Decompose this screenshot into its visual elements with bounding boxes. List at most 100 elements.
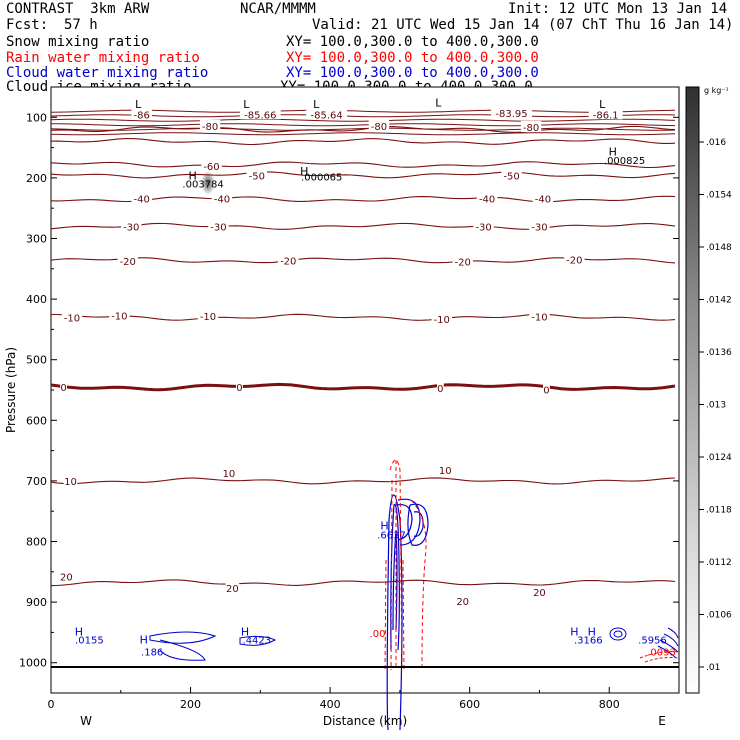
low-marker: L [599, 98, 606, 111]
extremum-value: .4423 [243, 635, 272, 646]
contour-label-bg [246, 169, 268, 181]
colorbar [685, 86, 700, 694]
rain-contour [389, 459, 403, 671]
high-marker: H [300, 165, 308, 178]
high-marker: H [570, 625, 578, 638]
contour-label-bg [60, 380, 67, 392]
contour-label-bg [564, 253, 585, 265]
contour-label: -30 [123, 222, 139, 233]
contour-label-bg [529, 220, 550, 232]
upper-isotherm [50, 127, 676, 131]
contour-label-bg [532, 585, 547, 597]
contour-label-bg [222, 467, 236, 479]
y-tick-label: 700 [26, 475, 47, 488]
contour-label: -30 [210, 222, 226, 233]
contour-label: 20 [533, 588, 546, 599]
cloud-ice-blob [201, 171, 215, 195]
y-tick-label: 1000 [19, 657, 47, 670]
contour-label-bg [201, 159, 222, 171]
contour-label: -80 [523, 123, 539, 134]
model-title: CONTRAST 3km ARW [6, 1, 150, 17]
rain-contour [384, 559, 405, 671]
contour-label-bg [199, 119, 221, 131]
contour-label: -30 [531, 222, 547, 233]
contour-label-bg [438, 463, 453, 475]
contour-label: 10 [223, 469, 236, 480]
east-label: E [658, 714, 666, 728]
upper-isotherm [50, 114, 676, 118]
extremum-value: .00 [370, 629, 386, 640]
contour-label: 10 [439, 466, 452, 477]
isotherm--30 [50, 222, 676, 230]
contour-label-bg [491, 107, 532, 119]
contour-label-bg [520, 120, 542, 132]
high-marker: H [189, 170, 197, 183]
contour-label-bg [473, 220, 494, 232]
x-tick-label: 0 [48, 698, 55, 711]
colorbar-tick-label: .01 [706, 663, 720, 673]
contour-label: -20 [280, 256, 296, 267]
contour-label: -83.95 [495, 109, 527, 120]
contour-label: -85.64 [310, 110, 342, 121]
contour-label: 10 [64, 477, 77, 488]
contour-label-bg [131, 192, 152, 204]
high-marker: H [140, 633, 148, 646]
colorbar-tick-label: .013 [706, 401, 726, 411]
high-marker: H [75, 625, 83, 638]
contour-label: -10 [111, 311, 127, 322]
contour-label: -40 [535, 195, 551, 206]
contour-label: -40 [134, 195, 150, 206]
colorbar-tick-label: .0148 [706, 243, 732, 253]
contour-label-bg [476, 192, 498, 204]
contour-label-bg [455, 594, 470, 606]
convective-core [384, 459, 429, 731]
isotherm--80 [50, 125, 676, 133]
contour-label: -10 [434, 315, 450, 326]
field-xy-cloud-water: XY= 100.0,300.0 to 400.0,300.0 [286, 65, 539, 81]
x-tick-label: 600 [459, 698, 480, 711]
extremum-value: .000825 [604, 156, 645, 167]
y-tick-label: 800 [26, 536, 47, 549]
contour-label-bg [211, 192, 233, 204]
contour-label-bg [368, 119, 390, 131]
contour-label: -60 [203, 162, 219, 173]
y-tick-label: 100 [26, 111, 47, 124]
contour-label-bg [532, 192, 554, 204]
contour-label-bg [236, 380, 243, 392]
low-rain-patches [639, 651, 679, 663]
x-tick-label: 200 [180, 698, 201, 711]
contour-label-bg [197, 310, 219, 322]
extremum-value: .5956 [638, 635, 667, 646]
cloud-water-contour [395, 503, 413, 541]
contour-label-bg [121, 220, 142, 232]
isotherm-0 [50, 382, 676, 392]
contour-label-bg [225, 582, 240, 594]
west-label: W [80, 714, 92, 728]
contour-label-bg [436, 382, 444, 394]
extremum-value: .3166 [574, 635, 603, 646]
contour-label-bg [59, 570, 74, 582]
contour-label: 0 [236, 383, 242, 394]
field-name-snow: Snow mixing ratio [6, 34, 150, 50]
contour-label-bg [109, 309, 130, 321]
cloud-water-contour [390, 504, 400, 651]
contour-label: -86.1 [593, 110, 619, 121]
colorbar-unit: g kg⁻¹ [704, 86, 729, 95]
upper-isotherm [50, 118, 676, 122]
low-marker: L [135, 98, 142, 111]
cloud-water-contour [407, 503, 429, 546]
contour-label-bg [543, 383, 550, 395]
contour-label: -10 [200, 312, 216, 323]
contour-label-bg [208, 220, 229, 232]
isotherm-10 [50, 477, 676, 485]
contour-label: -20 [120, 257, 136, 268]
contour-label-bg [452, 255, 473, 267]
contour-label-bg [239, 108, 281, 120]
contour-label-bg [306, 108, 348, 120]
isotherm-20 [50, 579, 676, 587]
contour-label: -50 [503, 171, 519, 182]
contour-label-bg [63, 474, 78, 486]
forecast-hours: 57 h [64, 17, 98, 33]
field-name-cloud-water: Cloud water mixing ratio [6, 65, 209, 81]
